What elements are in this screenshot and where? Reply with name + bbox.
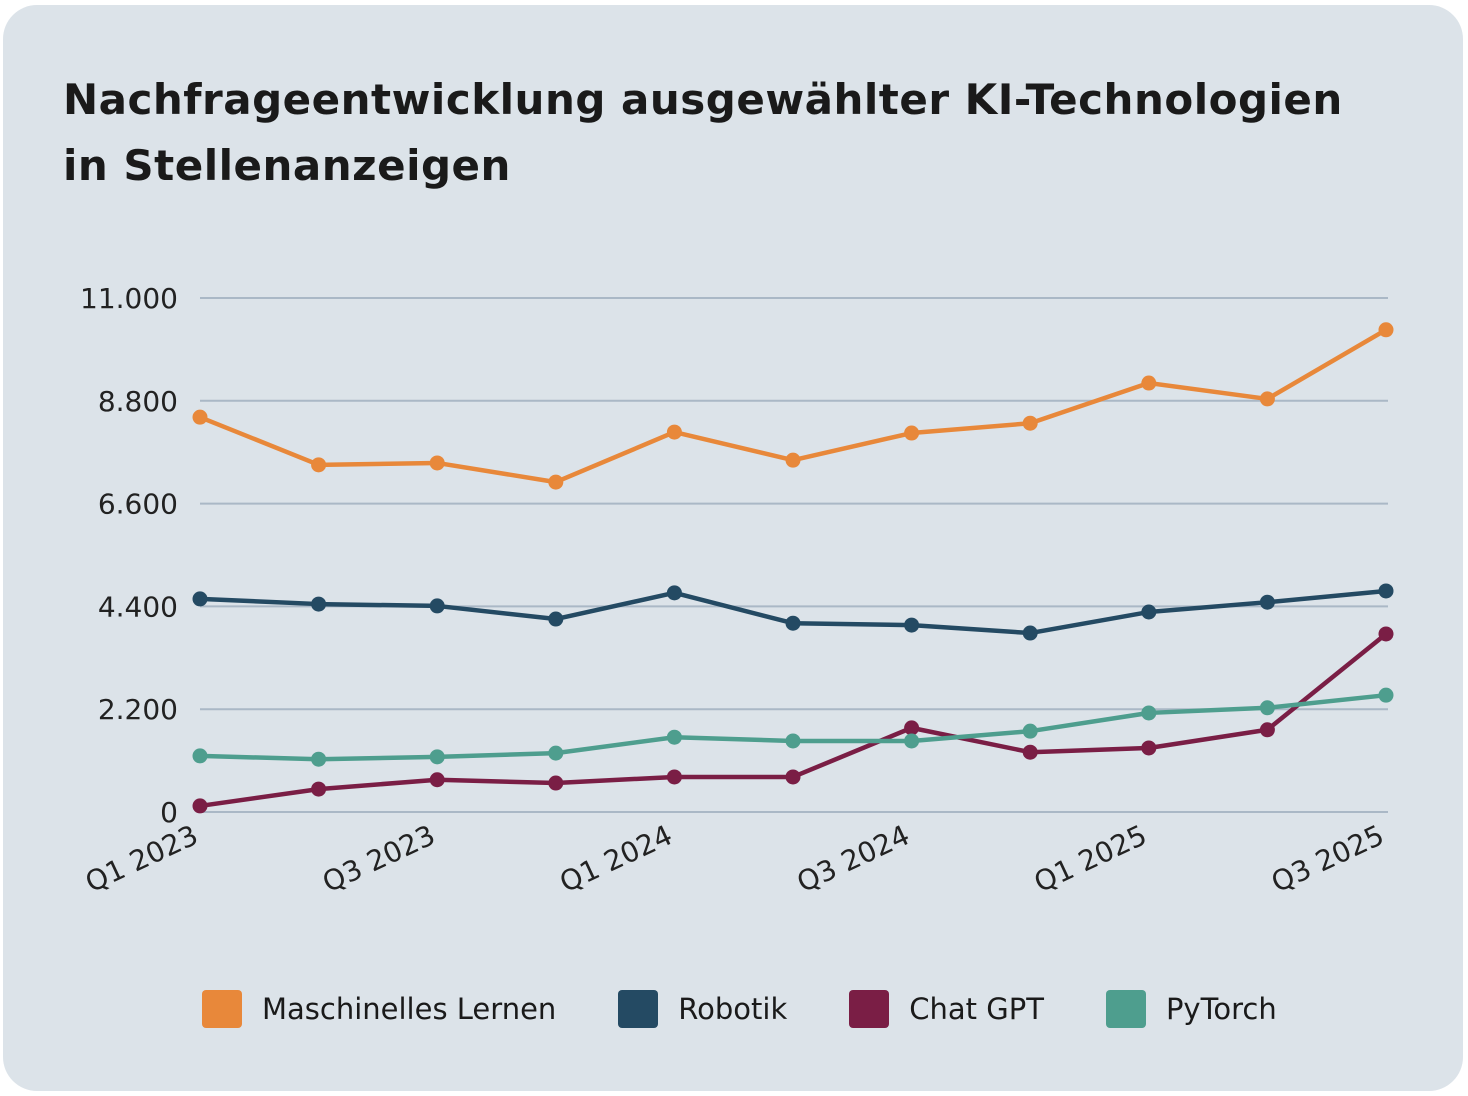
legend-swatch <box>849 990 890 1028</box>
data-point <box>1022 625 1038 641</box>
legend-item: Maschinelles Lernen <box>202 990 556 1028</box>
data-point <box>1259 700 1275 716</box>
data-point <box>1378 322 1394 338</box>
legend-label: Robotik <box>678 992 788 1026</box>
data-point <box>785 615 801 631</box>
data-point <box>1378 583 1394 599</box>
data-point <box>1259 722 1275 738</box>
x-tick-label: Q3 2025 <box>1266 818 1389 899</box>
x-tick-label: Q3 2023 <box>317 818 440 899</box>
y-tick-label: 8.800 <box>98 385 178 418</box>
legend-label: Chat GPT <box>909 992 1044 1026</box>
legend-label: Maschinelles Lernen <box>262 992 557 1026</box>
data-point <box>785 769 801 785</box>
data-point <box>904 617 920 633</box>
data-point <box>1378 687 1394 703</box>
legend-item: Chat GPT <box>849 990 1044 1028</box>
x-tick-label: Q3 2024 <box>792 818 915 899</box>
data-point <box>785 733 801 749</box>
y-tick-label: 2.200 <box>98 693 178 726</box>
data-point <box>192 409 208 425</box>
data-point <box>548 745 564 761</box>
legend: Maschinelles Lernen Robotik Chat GPT PyTorc… <box>202 990 1339 1028</box>
legend-item: Robotik <box>618 990 787 1028</box>
chart-title: Nachfrageentwicklung ausgewählter KI-Tec… <box>63 75 1343 190</box>
legend-item: PyTorch <box>1105 990 1277 1028</box>
data-point <box>1022 723 1038 739</box>
data-point <box>666 729 682 745</box>
data-point <box>1378 626 1394 642</box>
data-point <box>904 425 920 441</box>
x-tick-label: Q1 2024 <box>555 818 678 899</box>
y-tick-label: 4.400 <box>98 590 178 623</box>
data-point <box>904 733 920 749</box>
data-point <box>429 749 445 765</box>
data-point <box>1141 740 1157 756</box>
data-point <box>548 611 564 627</box>
data-point <box>785 452 801 468</box>
data-point <box>1022 415 1038 431</box>
data-point <box>311 781 327 797</box>
series-line-pytorch <box>199 692 1387 762</box>
x-tick-label: Q1 2023 <box>80 818 203 899</box>
data-point <box>1259 391 1275 407</box>
data-point <box>548 775 564 791</box>
data-point <box>904 720 920 736</box>
data-point <box>311 751 327 767</box>
data-point <box>192 591 208 607</box>
data-point <box>548 474 564 490</box>
data-point <box>666 585 682 601</box>
data-point <box>192 798 208 814</box>
legend-swatch <box>1105 990 1146 1028</box>
data-point <box>1141 375 1157 391</box>
data-point <box>311 457 327 473</box>
legend-swatch <box>618 990 659 1028</box>
chart-card: Nachfrageentwicklung ausgewählter KI-Tec… <box>3 5 1463 1091</box>
data-point <box>1259 594 1275 610</box>
data-point <box>192 748 208 764</box>
data-point <box>429 772 445 788</box>
data-point <box>429 455 445 471</box>
data-point <box>311 596 327 612</box>
y-tick-label: 0 <box>160 796 178 829</box>
legend-label: PyTorch <box>1165 992 1277 1026</box>
y-tick-label: 6.600 <box>98 488 178 521</box>
data-point <box>1141 705 1157 721</box>
data-point <box>666 769 682 785</box>
data-point <box>429 598 445 614</box>
legend-swatch <box>202 990 242 1028</box>
x-tick-label: Q1 2025 <box>1029 818 1152 899</box>
data-point <box>1022 744 1038 760</box>
data-point <box>1141 604 1157 620</box>
data-point <box>666 424 682 440</box>
y-tick-label: 11.000 <box>80 282 178 315</box>
